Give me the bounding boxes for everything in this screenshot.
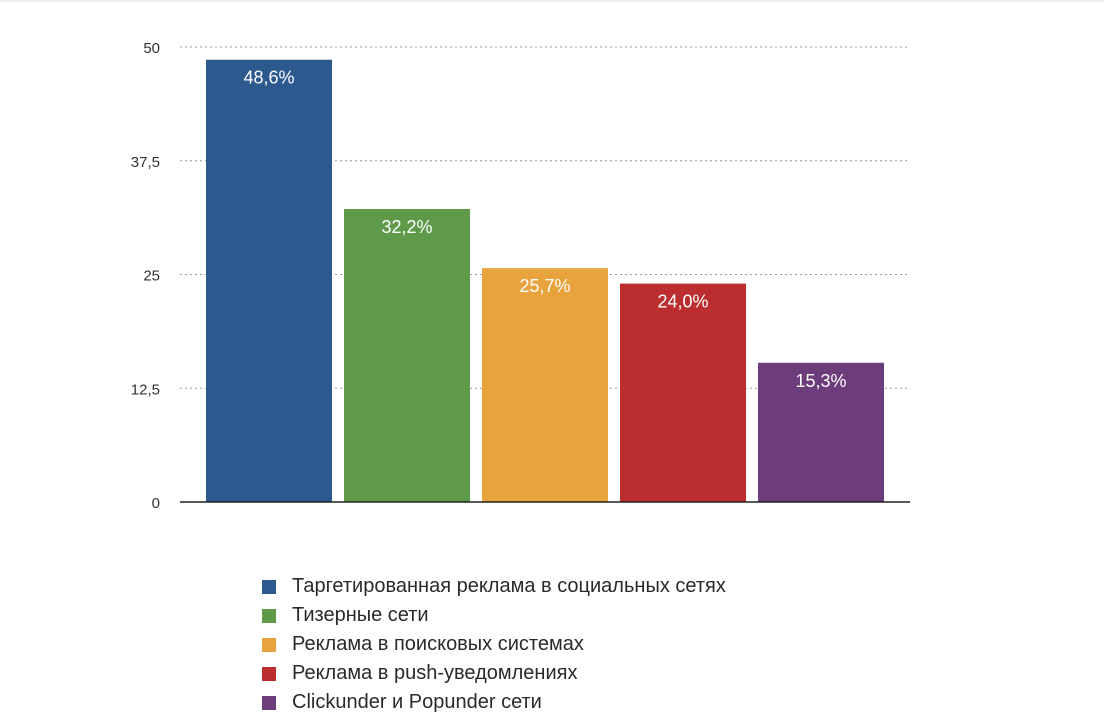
legend-item: Таргетированная реклама в социальных сет… — [262, 572, 726, 601]
data-label: 48,6% — [243, 68, 294, 88]
bar — [206, 59, 332, 503]
y-tick-label: 12,5 — [131, 381, 160, 398]
bar — [758, 362, 884, 502]
y-tick-label: 0 — [152, 495, 160, 512]
legend-item: Тизерные сети — [262, 601, 726, 630]
legend-item: Реклама в push-уведомлениях — [262, 659, 726, 688]
data-label: 15,3% — [795, 371, 846, 391]
legend-label: Реклама в поисковых системах — [292, 633, 584, 655]
y-tick-label: 25 — [143, 268, 160, 285]
bar — [482, 268, 608, 502]
chart-legend: Таргетированная реклама в социальных сет… — [262, 572, 726, 717]
legend-item: Clickunder и Popunder сети — [262, 688, 726, 717]
bar — [620, 283, 746, 502]
legend-label: Clickunder и Popunder сети — [292, 691, 542, 713]
bar-chart: 0 12,5 25 37,5 50 48,6% 32,2% 25,7% 24,0% 15,3% — [131, 40, 910, 512]
y-tick-label: 37,5 — [131, 154, 160, 171]
legend-swatch — [262, 666, 276, 681]
legend-swatch — [262, 637, 276, 652]
y-tick-label: 50 — [143, 40, 160, 57]
legend-label: Тизерные сети — [292, 604, 429, 626]
top-border — [0, 0, 1104, 2]
legend-label: Реклама в push-уведомлениях — [292, 662, 578, 684]
legend-swatch — [262, 695, 276, 710]
bar — [344, 208, 470, 503]
data-label: 25,7% — [519, 276, 570, 296]
legend-swatch — [262, 608, 276, 623]
data-label: 24,0% — [657, 292, 708, 312]
legend-swatch — [262, 579, 276, 594]
data-label: 32,2% — [381, 217, 432, 237]
legend-item: Реклама в поисковых системах — [262, 630, 726, 659]
legend-label: Таргетированная реклама в социальных сет… — [292, 575, 726, 597]
